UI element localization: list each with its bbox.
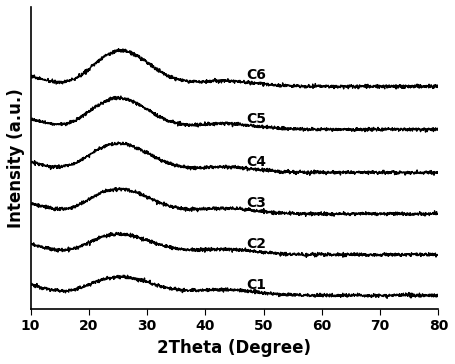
Text: C2: C2: [246, 237, 266, 251]
Text: C1: C1: [246, 278, 266, 292]
Text: C3: C3: [246, 196, 266, 210]
Text: C6: C6: [246, 68, 266, 83]
Text: C5: C5: [246, 112, 266, 126]
Y-axis label: Intensity (a.u.): Intensity (a.u.): [7, 88, 25, 228]
Text: C4: C4: [246, 155, 266, 169]
X-axis label: 2Theta (Degree): 2Theta (Degree): [157, 339, 311, 357]
